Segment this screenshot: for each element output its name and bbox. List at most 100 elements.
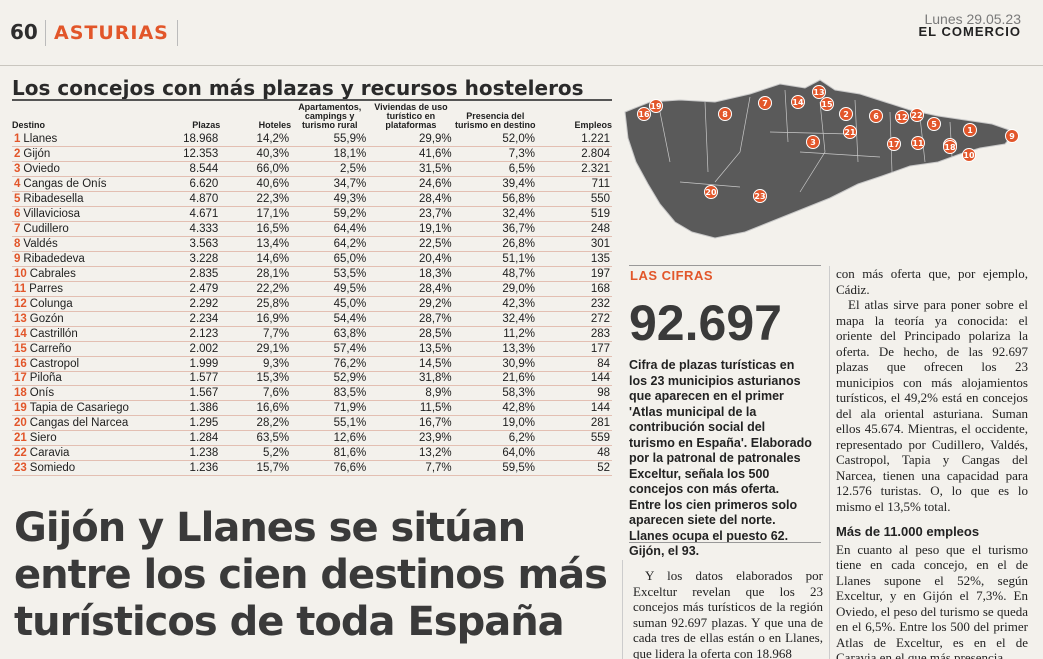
apartamentos-cell: 76,6% bbox=[333, 462, 367, 475]
article-paragraph: Y los datos elaborados por Exceltur reve… bbox=[633, 568, 823, 659]
map-pin-label: 20 bbox=[705, 188, 717, 197]
presencia-cell: 29,0% bbox=[502, 282, 535, 295]
table-row: 14 Castrillón 2.123 7,7% 63,8% 28,5% 11,2% 283 bbox=[12, 326, 612, 342]
map-pin-marker bbox=[704, 185, 718, 199]
destino-cell: 16 Castropol bbox=[12, 356, 158, 371]
presencia-cell: 52,0% bbox=[502, 133, 535, 146]
plazas-cell: 2.479 bbox=[189, 282, 219, 295]
map-pin-label: 19 bbox=[650, 102, 662, 111]
table-header-row: Destino Plazas Hoteles Apartamentos, cam… bbox=[12, 102, 612, 132]
destino-cell: 17 Piloña bbox=[12, 371, 158, 386]
viviendas-cell: 28,7% bbox=[419, 312, 452, 325]
apartamentos-cell: 34,7% bbox=[333, 178, 367, 191]
hoteles-cell: 63,5% bbox=[256, 432, 290, 445]
col-header-viviendas: Viviendas de uso turístico en plataforma… bbox=[374, 102, 448, 130]
map-pin-marker bbox=[820, 97, 834, 111]
destino-name: Cangas del Narcea bbox=[29, 417, 129, 430]
col-header-presencia: Presencia del turismo en destino bbox=[455, 111, 536, 130]
article-paragraph: En cuanto al peso que el turismo tiene e… bbox=[836, 541, 1028, 659]
apartamentos-cell: 55,1% bbox=[333, 417, 367, 430]
rank-number: 1 bbox=[14, 133, 21, 146]
map-pin-label: 11 bbox=[912, 139, 924, 148]
article-subhead: Más de 11.000 empleos bbox=[836, 524, 980, 539]
destino-cell: 8 Valdés bbox=[12, 237, 158, 252]
apartamentos-cell: 57,4% bbox=[333, 342, 367, 355]
destino-cell: 14 Castrillón bbox=[12, 326, 158, 341]
apartamentos-cell: 55,9% bbox=[333, 133, 367, 146]
table-row: 5 Ribadesella 4.870 22,3% 49,3% 28,4% 56,8% 550 bbox=[12, 192, 612, 207]
viviendas-cell: 8,9% bbox=[425, 387, 452, 400]
viviendas-cell: 29,2% bbox=[419, 297, 452, 310]
col-header-plazas: Plazas bbox=[192, 120, 221, 130]
column-divider bbox=[622, 560, 623, 659]
plazas-cell: 6.620 bbox=[189, 178, 219, 191]
destino-cell: 22 Caravia bbox=[12, 446, 158, 461]
hoteles-cell: 66,0% bbox=[256, 163, 290, 176]
destino-name: Ribadesella bbox=[23, 193, 84, 206]
destino-cell: 5 Ribadesella bbox=[12, 192, 158, 207]
map-pin-label: 17 bbox=[888, 140, 899, 149]
empleos-cell: 711 bbox=[591, 178, 610, 191]
hoteles-cell: 29,1% bbox=[256, 342, 290, 355]
hoteles-cell: 14,6% bbox=[256, 252, 290, 265]
map-pin-label: 14 bbox=[792, 98, 804, 107]
map-pin-3: 3 bbox=[806, 135, 820, 149]
destino-name: Cangas de Onís bbox=[23, 178, 107, 191]
map-pin-11: 11 bbox=[911, 136, 925, 150]
map-pin-marker bbox=[839, 107, 853, 121]
empleos-cell: 168 bbox=[590, 282, 610, 295]
rank-number: 13 bbox=[14, 312, 27, 325]
map-pin-marker bbox=[637, 107, 651, 121]
plazas-cell: 1.236 bbox=[189, 462, 219, 475]
viviendas-cell: 20,4% bbox=[419, 252, 452, 265]
map-pin-marker bbox=[758, 96, 772, 110]
destino-name: Caravia bbox=[29, 447, 70, 460]
hoteles-cell: 5,2% bbox=[262, 447, 290, 460]
presencia-cell: 59,5% bbox=[502, 462, 535, 475]
destino-cell: 6 Villaviciosa bbox=[12, 207, 158, 222]
map-pin-8: 8 bbox=[718, 107, 732, 121]
empleos-cell: 144 bbox=[590, 402, 610, 415]
hoteles-cell: 40,6% bbox=[256, 178, 290, 191]
destino-name: Oviedo bbox=[23, 163, 60, 176]
destino-name: Cudillero bbox=[23, 223, 69, 236]
map-pin-7: 7 bbox=[758, 96, 772, 110]
presencia-cell: 51,1% bbox=[502, 252, 535, 265]
rank-number: 20 bbox=[14, 417, 27, 430]
plazas-cell: 1.577 bbox=[189, 372, 219, 385]
hoteles-cell: 15,7% bbox=[256, 462, 290, 475]
apartamentos-cell: 52,9% bbox=[333, 372, 367, 385]
destino-name: Parres bbox=[29, 282, 64, 295]
map-pin-marker bbox=[962, 148, 976, 162]
destino-cell: 15 Carreño bbox=[12, 341, 158, 356]
empleos-cell: 301 bbox=[590, 238, 610, 251]
destino-cell: 3 Oviedo bbox=[12, 162, 158, 177]
hoteles-cell: 22,2% bbox=[256, 282, 290, 295]
hoteles-cell: 13,4% bbox=[256, 238, 290, 251]
presencia-cell: 32,4% bbox=[502, 208, 535, 221]
viviendas-cell: 41,6% bbox=[419, 148, 452, 161]
hoteles-cell: 22,3% bbox=[256, 193, 290, 206]
map-pin-label: 1 bbox=[967, 126, 973, 135]
plazas-cell: 2.234 bbox=[189, 312, 219, 325]
apartamentos-cell: 53,5% bbox=[333, 267, 367, 280]
destino-cell: 2 Gijón bbox=[12, 147, 158, 162]
empleos-cell: 98 bbox=[597, 387, 610, 400]
destino-cell: 13 Gozón bbox=[12, 311, 158, 326]
destino-name: Tapia de Casariego bbox=[29, 402, 129, 415]
article-column-1: Y los datos elaborados por Exceltur reve… bbox=[633, 568, 823, 659]
destino-name: Onís bbox=[29, 387, 55, 400]
empleos-cell: 52 bbox=[597, 462, 610, 475]
viviendas-cell: 22,5% bbox=[419, 238, 452, 251]
empleos-cell: 1.221 bbox=[581, 133, 610, 146]
destino-name: Colunga bbox=[29, 297, 73, 310]
table-row: 9 Ribadedeva 3.228 14,6% 65,0% 20,4% 51,1% 135 bbox=[12, 252, 612, 267]
map-pin-6: 6 bbox=[869, 109, 883, 123]
empleos-cell: 519 bbox=[590, 208, 610, 221]
rank-number: 10 bbox=[14, 267, 27, 280]
table-row: 6 Villaviciosa 4.671 17,1% 59,2% 23,7% 32,4% 51… bbox=[12, 207, 612, 222]
rank-number: 7 bbox=[14, 223, 21, 236]
plazas-cell: 18.968 bbox=[183, 133, 219, 146]
table-body: 1 Llanes 18.968 14,2% 55,9% 29,9% 52,0% 1.221 2 G… bbox=[12, 132, 612, 476]
hoteles-cell: 16,9% bbox=[256, 312, 290, 325]
